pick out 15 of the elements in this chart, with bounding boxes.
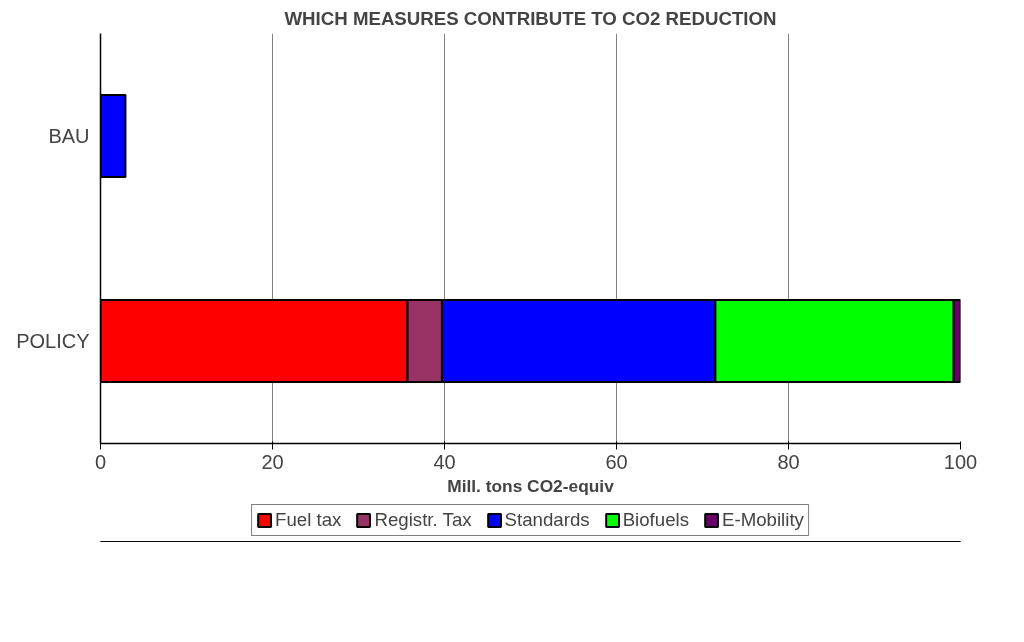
- x-tick-label: 20: [261, 450, 284, 473]
- legend-label: Biofuels: [622, 509, 690, 531]
- x-tick-label: 40: [433, 450, 456, 473]
- legend-label: E-Mobility: [722, 509, 804, 531]
- y-tick-label: POLICY: [16, 330, 90, 352]
- x-axis-title: Mill. tons CO2-equiv: [447, 475, 615, 496]
- y-tick-label: BAU: [48, 125, 90, 147]
- legend-label: Registr. Tax: [374, 509, 472, 531]
- chart-title: WHICH MEASURES CONTRIBUTE TO CO2 REDUCTION: [284, 7, 777, 29]
- legend-label: Fuel tax: [275, 509, 342, 531]
- x-tick-label: 60: [605, 450, 628, 473]
- x-tick-label: 100: [943, 450, 978, 473]
- legend-label: Standards: [504, 509, 590, 531]
- x-tick-label: 0: [94, 450, 107, 473]
- x-tick-label: 80: [777, 450, 800, 473]
